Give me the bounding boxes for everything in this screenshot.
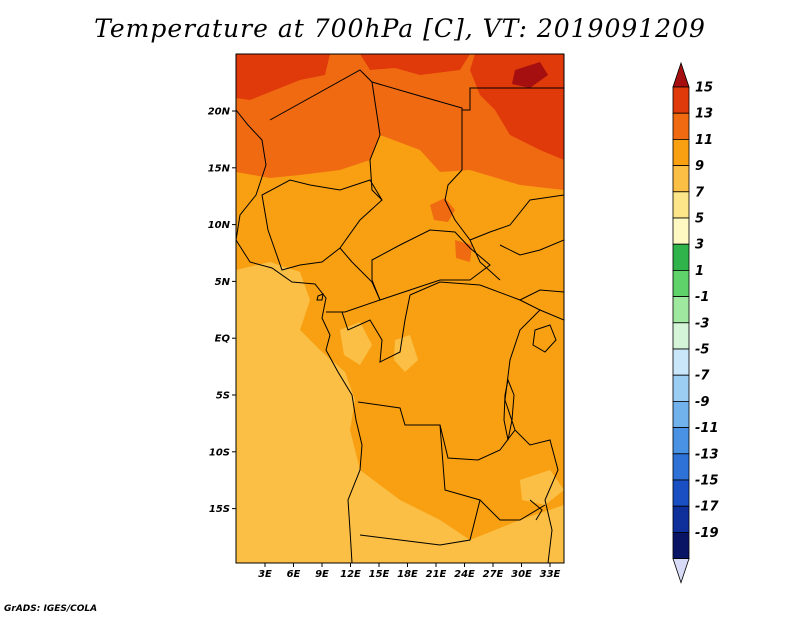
map-frame [235, 53, 565, 564]
colorbar-bottom-arrow [672, 558, 690, 584]
lat-label: EQ [215, 334, 231, 345]
lat-label: 10S [209, 447, 230, 458]
colorbar-swatch [672, 532, 690, 560]
colorbar-swatch [672, 400, 690, 428]
colorbar-swatch [672, 138, 690, 166]
field-blob-7-b [394, 335, 418, 372]
border-sudan-south [469, 194, 564, 241]
field-blob-7-a [340, 322, 372, 365]
border-cameroon [326, 247, 381, 313]
colorbar-label: -17 [695, 500, 719, 515]
field-hot-core [512, 62, 548, 88]
colorbar-label: -19 [695, 526, 719, 541]
colorbar: 15 13 11 9 7 5 3 1 -1 -3 -5 -7 -9 -11 -13 -15 -17 -19 [672, 61, 719, 584]
lat-label: 15S [209, 504, 230, 515]
lon-label: 27E [483, 569, 504, 580]
latitude-axis: 20N 15N 10N 5N EQ 5S 10S 15S [208, 107, 236, 515]
bioko-island [316, 293, 324, 301]
border-ethiopia [499, 239, 564, 256]
map-borders [236, 69, 564, 563]
lon-label: 24E [454, 569, 475, 580]
colorbar-label: 15 [695, 81, 713, 96]
colorbar-label: -3 [695, 316, 709, 331]
colorbar-label: -15 [695, 474, 719, 489]
lat-label: 10N [208, 220, 231, 231]
lake-victoria [532, 324, 557, 353]
field-blob-7-c [290, 390, 345, 430]
border-south [359, 499, 481, 546]
colorbar-label: -13 [695, 447, 719, 462]
field-patch-13-northwest [236, 54, 330, 100]
lon-label: 15E [369, 569, 390, 580]
colorbar-swatch [672, 191, 690, 219]
colorbar-swatch [672, 374, 690, 402]
field-patch-13-north [360, 54, 470, 75]
border-chad-sudan [444, 169, 501, 281]
colorbar-swatch [672, 505, 690, 533]
temperature-field [236, 54, 564, 563]
colorbar-label: 1 [695, 264, 704, 279]
lon-label: 18E [397, 569, 418, 580]
colorbar-label: 5 [695, 212, 704, 227]
colorbar-label: -11 [695, 421, 719, 436]
colorbar-swatch [672, 296, 690, 324]
lat-label: 15N [208, 163, 231, 174]
lake-tanganyika [503, 378, 515, 441]
colorbar-swatch [672, 479, 690, 507]
lon-label: 3E [258, 569, 272, 580]
grads-credit: GrADS: IGES/COLA [4, 604, 98, 614]
border-niger-chad [369, 81, 383, 201]
border-libya-sudan [462, 87, 564, 111]
lon-label: 12E [340, 569, 361, 580]
field-blob-7-d [520, 470, 564, 505]
colorbar-label: -5 [695, 343, 709, 358]
colorbar-swatch [672, 112, 690, 140]
border-east-coast [514, 429, 559, 563]
colorbar-swatch [672, 269, 690, 297]
border-nigeria [261, 179, 383, 271]
lat-label: 5S [216, 391, 230, 402]
colorbar-label: -9 [695, 395, 709, 410]
colorbar-label: 3 [695, 238, 704, 253]
colorbar-swatch [672, 86, 690, 114]
colorbar-swatch [672, 217, 690, 245]
longitude-axis: 3E 6E 9E 12E 15E 18E 21E 24E 27E 30E 33E [258, 563, 561, 580]
colorbar-top-arrow [672, 61, 690, 88]
west-africa-coastline [236, 109, 363, 563]
colorbar-label: 11 [695, 133, 713, 148]
field-patch-13-northeast [470, 54, 564, 160]
lat-label: 20N [208, 107, 231, 118]
colorbar-label: 9 [695, 159, 704, 174]
colorbar-swatch [672, 165, 690, 193]
border-angola-zambia [439, 424, 546, 521]
colorbar-label: -1 [695, 290, 709, 305]
colorbar-label: 7 [695, 185, 705, 200]
colorbar-label: -7 [695, 369, 710, 384]
border-congo [341, 294, 411, 363]
lat-label: 5N [215, 277, 231, 288]
colorbar-swatch [672, 453, 690, 481]
colorbar-swatch [672, 427, 690, 455]
border-uganda-kenya [519, 289, 564, 360]
colorbar-swatch [672, 348, 690, 376]
lon-label: 9E [315, 569, 329, 580]
colorbar-label: 13 [695, 107, 713, 122]
lon-label: 33E [540, 569, 561, 580]
colorbar-swatch [672, 322, 690, 350]
colorbar-swatch [672, 243, 690, 271]
border-sahara-north [269, 69, 463, 170]
field-band-7-west [236, 290, 350, 563]
lon-label: 21E [426, 569, 447, 580]
border-drc [357, 281, 541, 461]
lon-label: 6E [287, 569, 301, 580]
map-title: Temperature at 700hPa [C], VT: 201909120… [94, 14, 706, 43]
lon-label: 30E [511, 569, 532, 580]
field-blob-11-a [430, 198, 455, 222]
lake-malawi [529, 499, 543, 521]
